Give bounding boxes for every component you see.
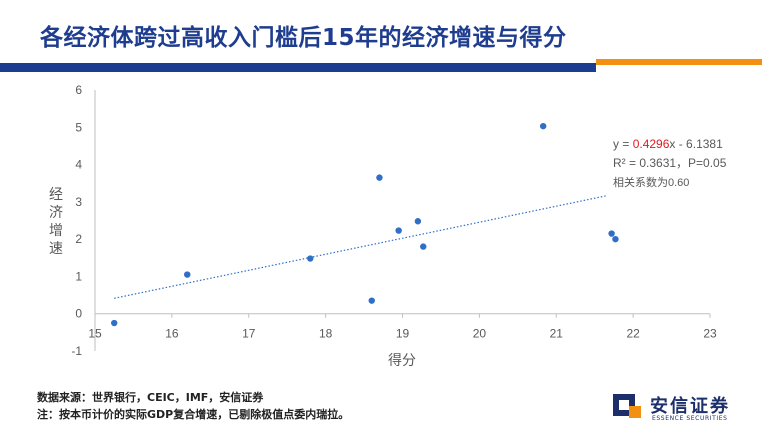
x-tick-label: 23 <box>703 327 717 341</box>
x-tick-label: 15 <box>88 327 102 341</box>
equation-slope: 0.4296 <box>633 137 670 151</box>
r-squared-label: R² = 0.3631，P=0.05 <box>613 156 727 170</box>
y-tick-label: 0 <box>75 307 82 321</box>
data-point <box>608 230 615 237</box>
logo-subtitle: ESSENCE SECURITIES <box>652 415 728 422</box>
y-tick-labels: 6 5 4 3 2 1 0 -1 <box>71 83 82 358</box>
data-point <box>539 122 547 130</box>
trend-equation: y = 0.4296x - 6.1381 <box>613 137 723 151</box>
data-point <box>395 227 402 234</box>
data-point <box>368 297 375 304</box>
x-tick-label: 16 <box>165 327 179 341</box>
footnote: 注：按本币计价的实际GDP复合增速，已剔除极值点委内瑞拉。 <box>37 408 350 421</box>
y-axis-label: 经济增速 <box>49 187 63 257</box>
data-point <box>184 271 191 278</box>
trendline <box>114 195 607 299</box>
logo-mark-icon <box>613 394 641 418</box>
data-point <box>420 243 427 250</box>
page-title: 各经济体跨过高收入门槛后15年的经济增速与得分 <box>40 25 567 51</box>
y-tick-label: -1 <box>71 344 82 358</box>
y-axis-label-char: 济 <box>49 205 63 221</box>
title-underline-blue <box>0 63 596 72</box>
x-tick-label: 20 <box>473 327 487 341</box>
y-axis-label-char: 经 <box>49 187 63 203</box>
company-logo: 安信证券 ESSENCE SECURITIES <box>613 390 753 426</box>
logo-name: 安信证券 <box>650 396 730 417</box>
y-axis-label-char: 速 <box>49 241 63 257</box>
chart-axes <box>94 90 711 351</box>
x-tick-label: 21 <box>550 327 564 341</box>
y-tick-label: 3 <box>75 195 82 209</box>
data-point <box>414 218 422 225</box>
x-tick-label: 18 <box>319 327 333 341</box>
x-axis-label: 得分 <box>388 352 416 369</box>
y-tick-label: 1 <box>75 269 82 283</box>
data-point <box>307 255 314 262</box>
y-tick-label: 6 <box>75 83 82 97</box>
data-point <box>111 319 118 327</box>
correlation-label: 相关系数为0.60 <box>613 175 689 189</box>
data-point <box>376 174 383 181</box>
data-point <box>612 235 619 243</box>
y-tick-label: 2 <box>75 232 82 246</box>
y-axis-label-char: 增 <box>49 223 63 239</box>
y-tick-label: 4 <box>75 158 82 172</box>
title-underline-orange <box>596 59 762 65</box>
x-tick-label: 22 <box>626 327 640 341</box>
y-tick-label: 5 <box>75 120 82 134</box>
x-tick-labels: 15 16 17 18 19 20 21 22 23 <box>88 327 717 341</box>
source-note: 数据来源：世界银行，CEIC，IMF，安信证券 <box>37 391 264 404</box>
equation-suffix: x - 6.1381 <box>669 137 723 151</box>
x-tick-label: 17 <box>242 327 256 341</box>
x-tick-label: 19 <box>396 327 410 341</box>
equation-prefix: y = <box>613 137 633 151</box>
data-points <box>111 122 619 327</box>
